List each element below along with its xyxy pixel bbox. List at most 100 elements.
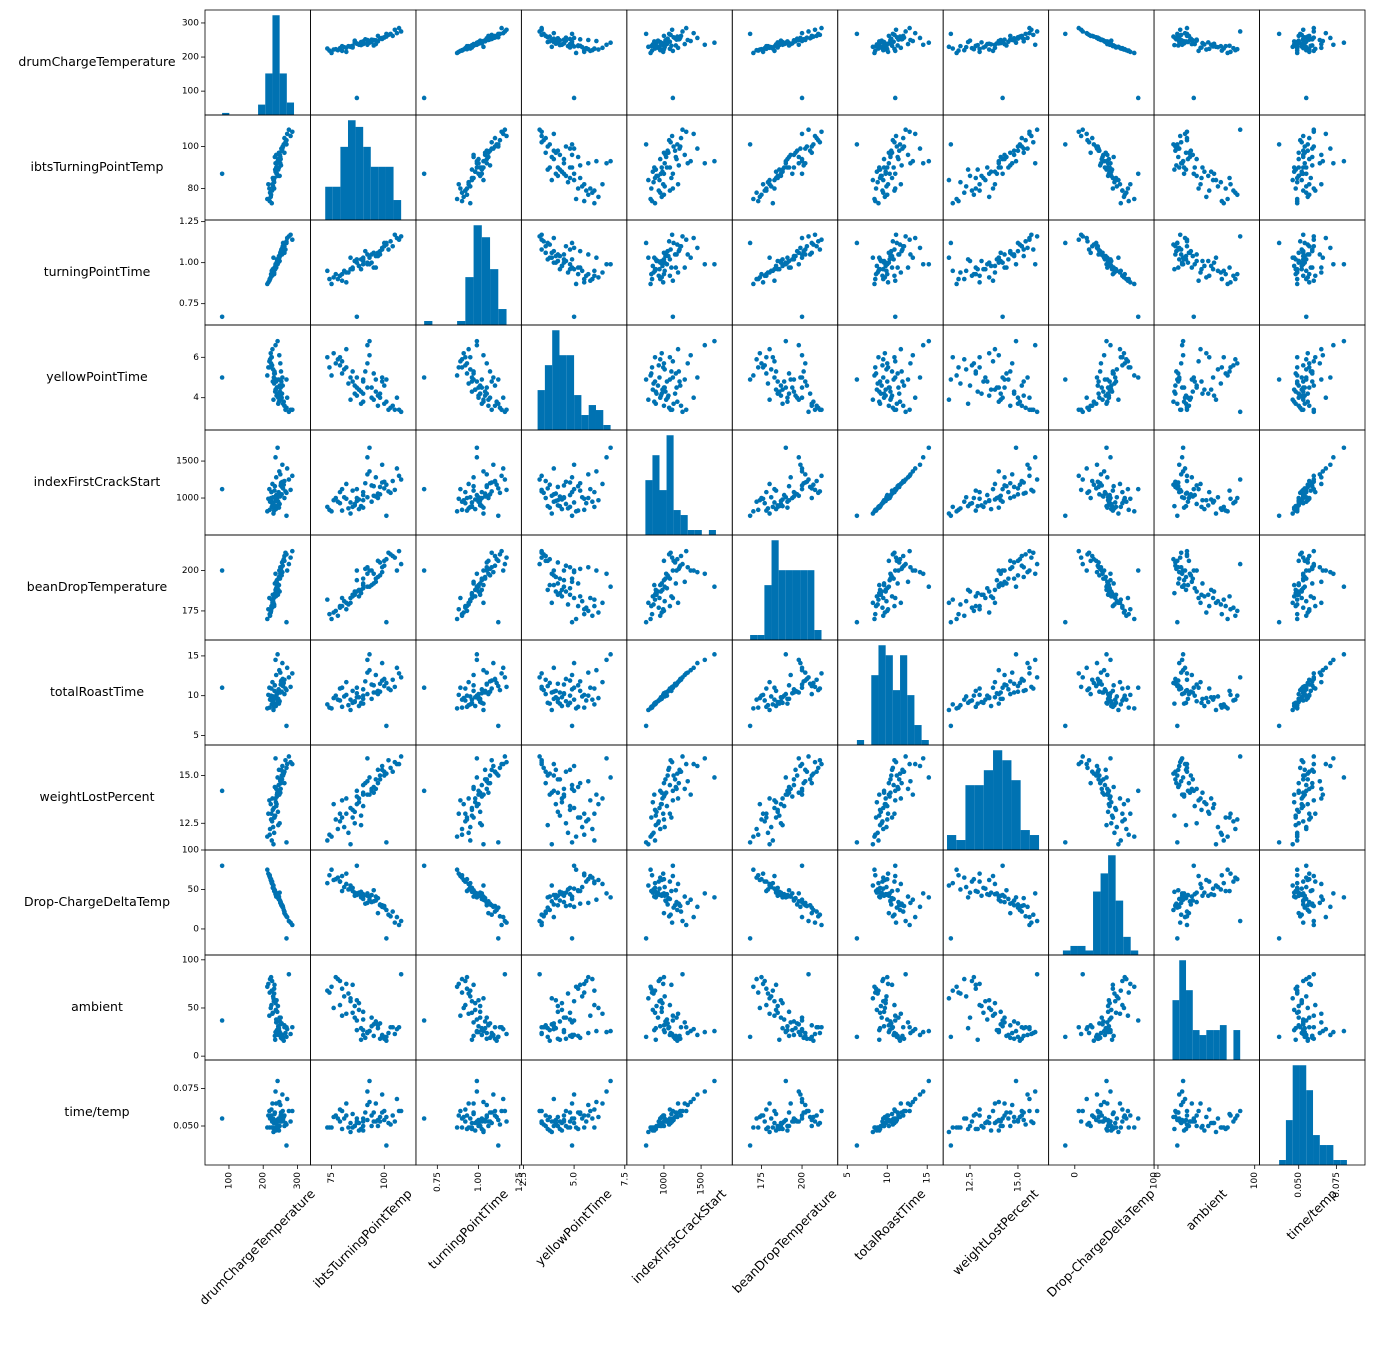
scatter-point xyxy=(1210,177,1216,183)
scatter-point xyxy=(373,253,379,259)
scatter-point xyxy=(494,399,499,405)
scatter-point xyxy=(659,258,665,264)
scatter-point xyxy=(497,490,503,496)
cell-frame xyxy=(1048,219,1155,326)
scatter-point xyxy=(802,146,808,151)
scatter-point xyxy=(333,361,339,366)
scatter-point xyxy=(476,171,481,177)
scatter-point xyxy=(472,796,478,801)
scatter-point xyxy=(569,142,575,147)
scatter-point xyxy=(1032,161,1038,166)
scatter-point xyxy=(1210,595,1216,601)
scatter-point xyxy=(1181,171,1187,177)
scatter-point xyxy=(274,391,280,396)
scatter-point xyxy=(588,186,593,191)
scatter-point xyxy=(884,367,889,372)
scatter-point xyxy=(1294,198,1300,204)
scatter-point xyxy=(1023,31,1028,37)
scatter-point xyxy=(1175,371,1181,376)
scatter-point xyxy=(543,478,548,484)
histogram-bar xyxy=(645,480,653,535)
scatter-point xyxy=(969,698,975,703)
scatter-point xyxy=(275,822,281,828)
scatter-point xyxy=(590,613,595,619)
scatter-point xyxy=(917,245,923,251)
scatter-point xyxy=(1093,683,1099,689)
scatter-point xyxy=(1196,486,1201,492)
scatter-point xyxy=(1025,375,1030,380)
scatter-point xyxy=(1306,811,1312,817)
scatter-point xyxy=(872,616,877,622)
scatter-point xyxy=(812,684,818,690)
scatter-point xyxy=(1305,399,1311,405)
scatter-point xyxy=(1172,813,1177,818)
scatter-point xyxy=(1303,95,1309,101)
scatter-point xyxy=(1228,496,1233,502)
scatter-point xyxy=(555,696,561,702)
scatter-point xyxy=(1099,156,1105,162)
scatter-point xyxy=(1094,569,1100,575)
scatter-point xyxy=(590,826,595,832)
scatter-point xyxy=(799,786,805,792)
scatter-point xyxy=(892,273,897,279)
scatter-point xyxy=(1194,156,1199,162)
scatter-point xyxy=(1319,270,1324,275)
scatter-point xyxy=(751,834,756,839)
scatter-point xyxy=(775,699,780,705)
scatter-point xyxy=(1135,171,1141,177)
scatter-point xyxy=(649,198,655,204)
scatter-point xyxy=(1126,276,1132,282)
scatter-point xyxy=(786,371,792,376)
scatter-point xyxy=(802,36,808,42)
scatter-point xyxy=(471,154,476,160)
scatter-point xyxy=(1030,140,1036,145)
scatter-point xyxy=(814,677,819,683)
scatter-point xyxy=(273,475,279,480)
scatter-point xyxy=(1311,473,1317,479)
scatter-point xyxy=(1111,784,1116,790)
scatter-point xyxy=(344,45,349,51)
scatter-point xyxy=(780,401,785,407)
scatter-point xyxy=(551,761,557,767)
scatter-point xyxy=(773,369,779,374)
scatter-point xyxy=(990,359,996,364)
scatter-point xyxy=(802,252,808,257)
scatter-point xyxy=(1118,702,1124,707)
scatter-point xyxy=(882,350,888,356)
scatter-point xyxy=(543,150,548,156)
scatter-point xyxy=(956,198,961,204)
scatter-point xyxy=(466,830,471,836)
scatter-point xyxy=(1341,652,1347,657)
scatter-point xyxy=(565,506,571,511)
scatter-point xyxy=(781,492,787,498)
scatter-point xyxy=(398,477,404,482)
scatter-point xyxy=(265,281,270,287)
scatter-point xyxy=(459,611,465,617)
scatter-point xyxy=(648,616,653,622)
scatter-point xyxy=(809,495,815,501)
scatter-point xyxy=(1034,675,1040,680)
scatter-point xyxy=(1097,689,1102,695)
scatter-point xyxy=(872,276,878,282)
scatter-point xyxy=(604,161,609,166)
scatter-point xyxy=(780,822,785,828)
histogram-bar xyxy=(687,530,695,535)
scatter-point xyxy=(1096,247,1101,252)
scatter-point xyxy=(1091,399,1097,405)
scatter-point xyxy=(388,552,393,557)
scatter-point xyxy=(269,188,274,193)
histogram-bar xyxy=(814,630,822,640)
scatter-point xyxy=(854,31,860,37)
scatter-point xyxy=(1125,798,1131,803)
scatter-point xyxy=(682,786,688,792)
scatter-point xyxy=(819,407,824,413)
scatter-point xyxy=(494,556,499,562)
scatter-point xyxy=(1181,690,1187,696)
scatter-point xyxy=(551,156,557,162)
scatter-point xyxy=(992,694,998,700)
scatter-point xyxy=(1185,156,1191,162)
scatter-point xyxy=(1320,255,1326,261)
scatter-point xyxy=(458,798,463,803)
scatter-point xyxy=(271,841,276,847)
scatter-point xyxy=(796,657,802,663)
